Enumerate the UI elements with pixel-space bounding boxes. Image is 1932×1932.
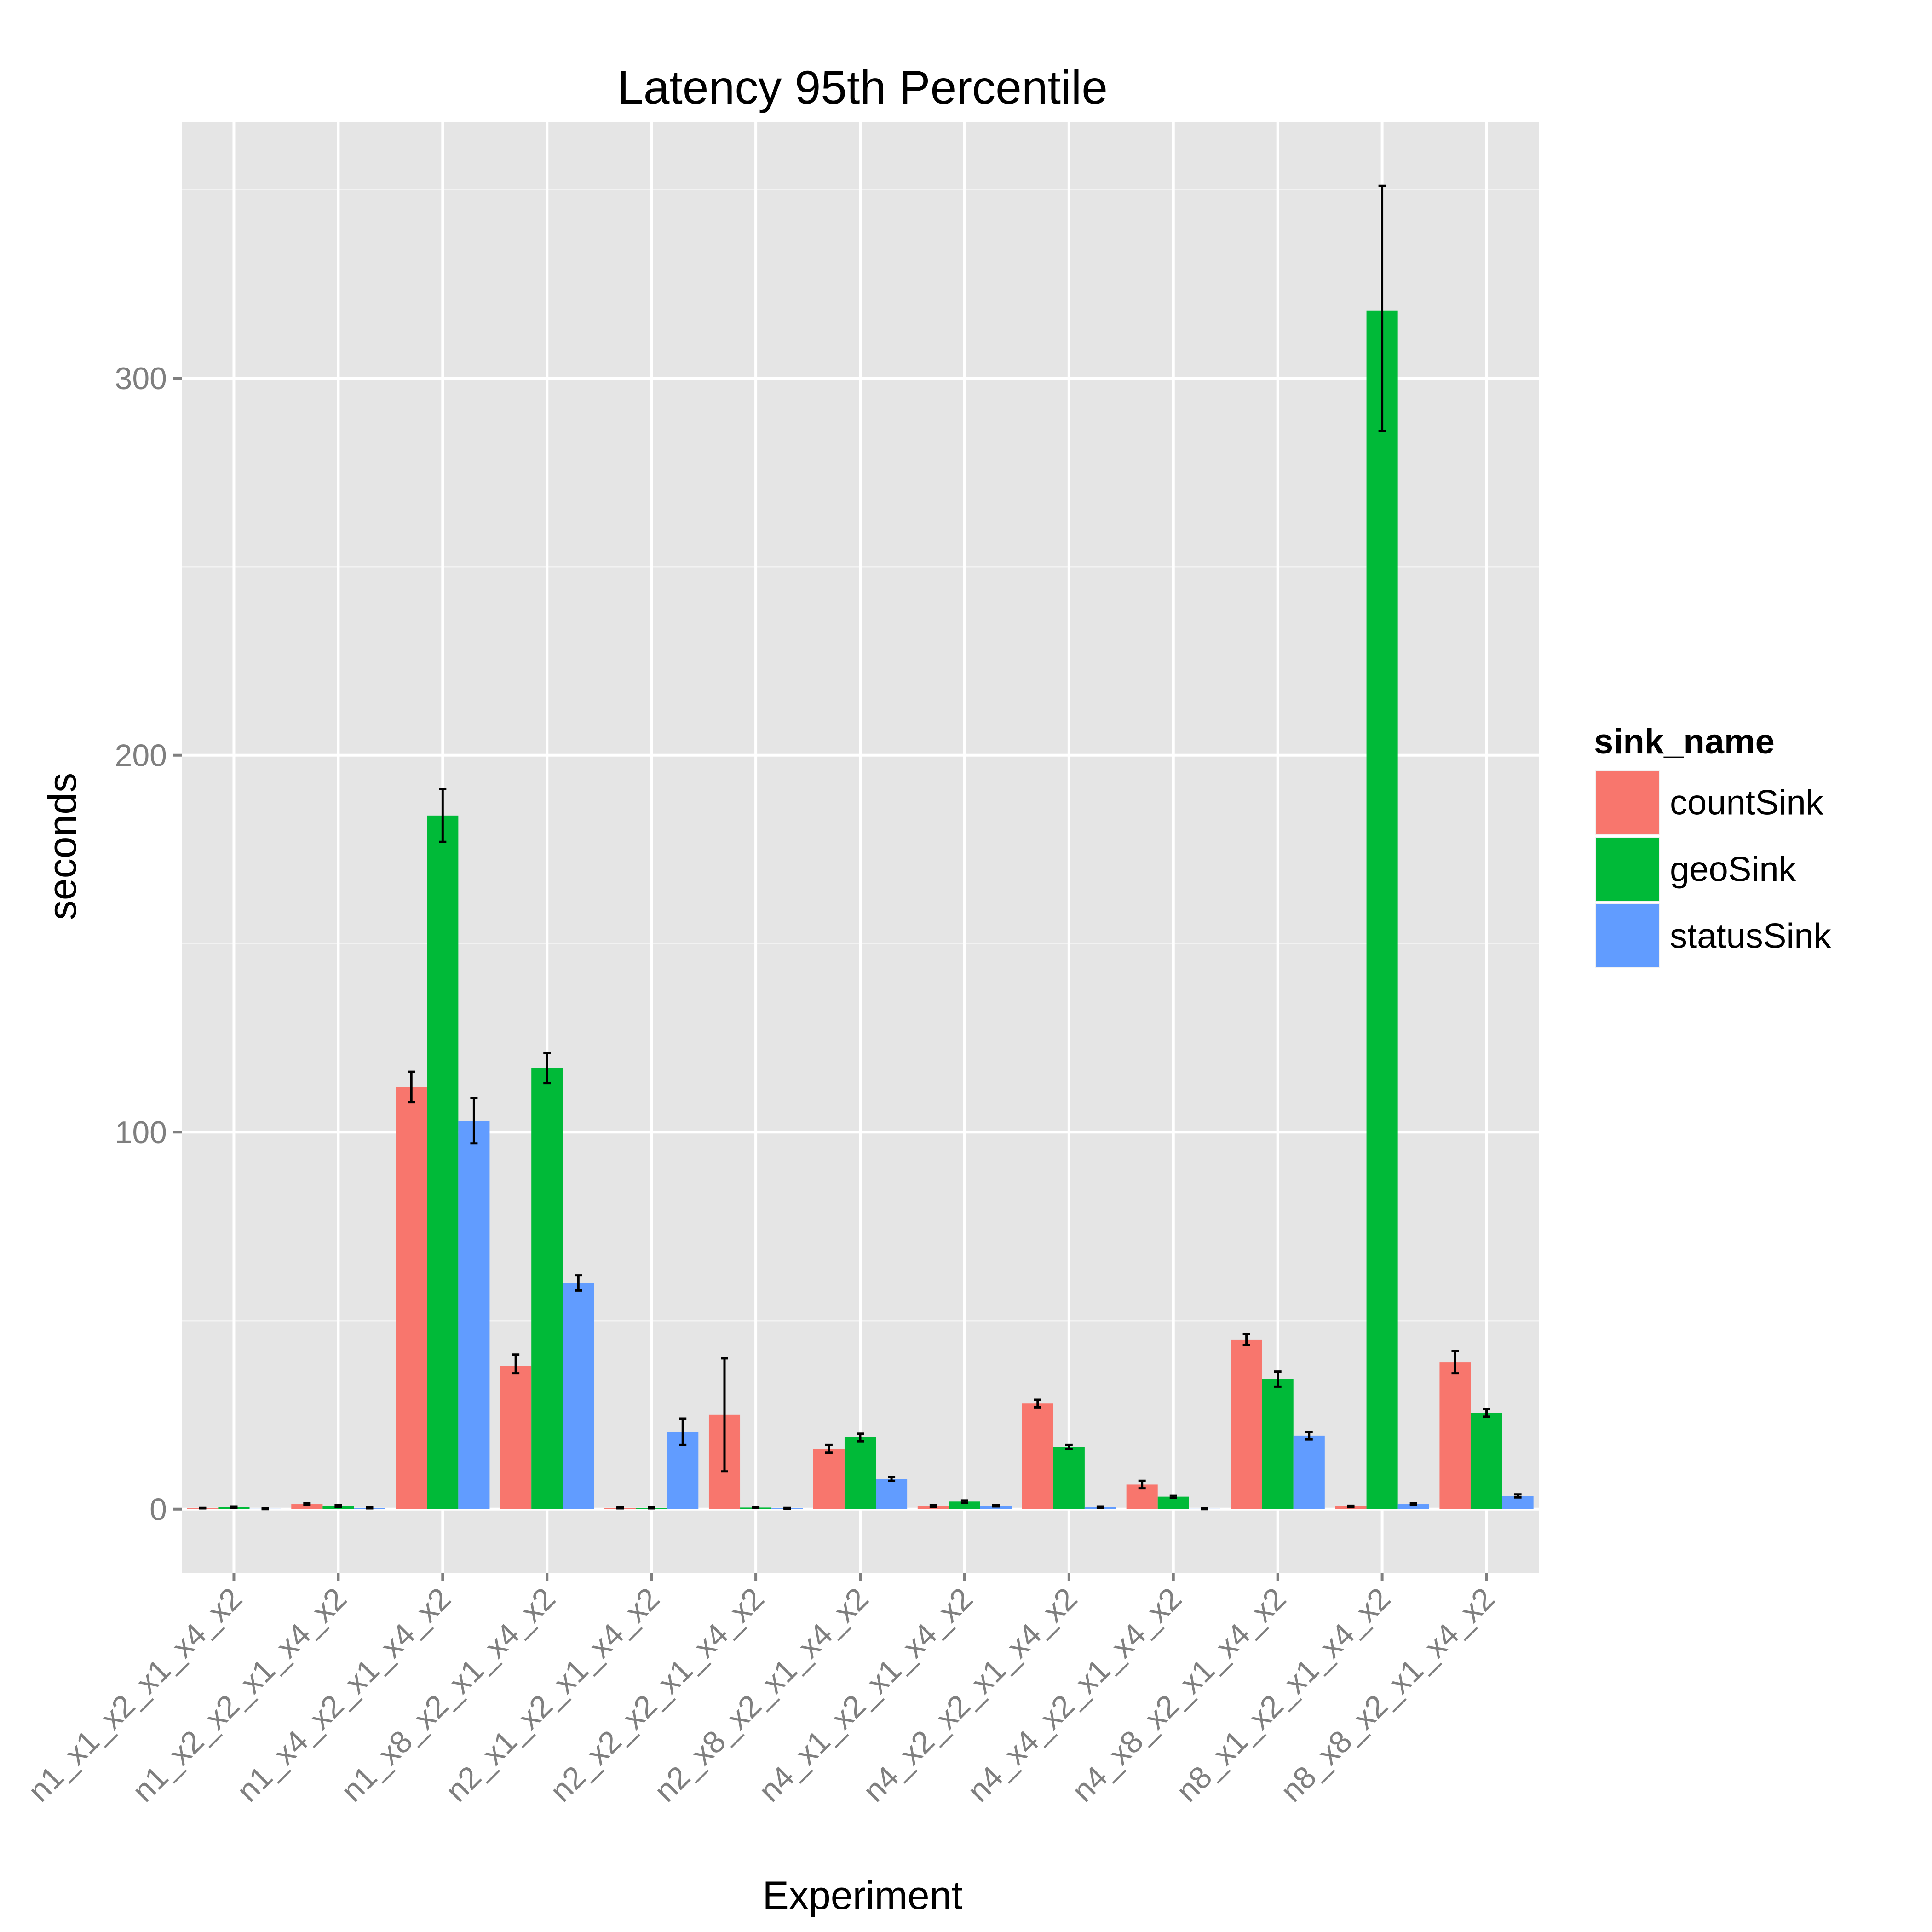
bar-geoSink [844, 1437, 876, 1509]
x-axis-title: Experiment [763, 1874, 963, 1918]
bar-geoSink [1053, 1447, 1085, 1509]
legend-swatch-geoSink [1596, 838, 1659, 901]
y-tick-label: 200 [115, 738, 167, 773]
legend-title: sink_name [1594, 722, 1775, 761]
bar-countSink [396, 1087, 427, 1509]
bar-countSink [1230, 1339, 1262, 1509]
y-tick-label: 100 [115, 1115, 167, 1150]
bar-geoSink [1471, 1413, 1502, 1509]
legend-label-geoSink: geoSink [1670, 850, 1797, 889]
legend-swatch-countSink [1596, 771, 1659, 834]
y-tick-label: 300 [115, 361, 167, 396]
bar-countSink [1022, 1403, 1053, 1509]
bar-geoSink [427, 815, 459, 1509]
bar-geoSink [949, 1501, 980, 1509]
bar-countSink [291, 1504, 323, 1509]
legend-label-countSink: countSink [1670, 783, 1824, 822]
legend: sink_name countSink geoSink statusSink [1593, 722, 1832, 970]
errorbars-layer [199, 184, 1522, 1511]
bar-statusSink [876, 1479, 908, 1509]
chart-title: Latency 95th Percentile [617, 61, 1108, 114]
legend-label-statusSink: statusSink [1670, 917, 1832, 956]
bar-geoSink [1262, 1379, 1294, 1509]
y-tick-label: 0 [150, 1492, 167, 1527]
bar-statusSink [563, 1283, 594, 1509]
bar-geoSink [531, 1068, 563, 1509]
bar-countSink [500, 1366, 532, 1509]
legend-swatch-statusSink [1596, 904, 1659, 967]
bar-statusSink [1293, 1435, 1325, 1509]
bar-countSink [813, 1449, 845, 1509]
bar-statusSink [458, 1121, 490, 1509]
bar-geoSink [1366, 310, 1398, 1509]
bar-statusSink [1397, 1504, 1429, 1509]
y-axis-title: seconds [40, 773, 85, 920]
bars-layer [187, 310, 1534, 1509]
bar-countSink [1439, 1362, 1471, 1509]
